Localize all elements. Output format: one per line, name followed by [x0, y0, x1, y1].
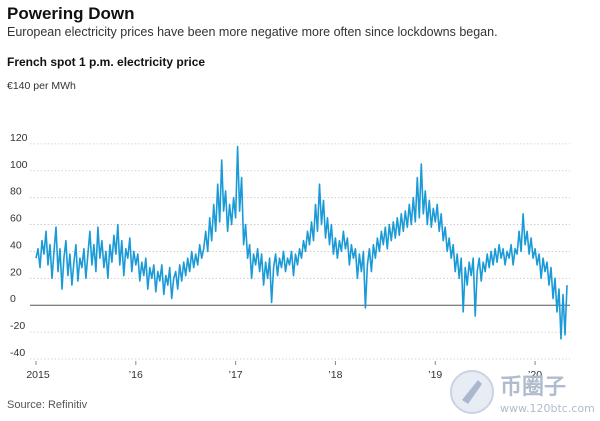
watermark-name: 币圈子 — [500, 375, 566, 400]
y-tick-label: 100 — [10, 159, 28, 171]
y-axis: 120 100 80 60 40 20 0 -20 -40 — [10, 132, 28, 359]
x-axis: 2015 ’16 ’17 ’18 ’19 ’20 — [26, 361, 542, 381]
y-tick-label: -40 — [10, 347, 25, 359]
dek-subtitle: European electricity prices have been mo… — [7, 25, 498, 39]
chart-title: French spot 1 p.m. electricity price — [7, 55, 206, 69]
y-tick-label: 20 — [10, 266, 22, 278]
x-tick-label: ’19 — [428, 369, 442, 381]
y-tick-label: 120 — [10, 132, 28, 144]
y-tick-label: 60 — [10, 213, 22, 225]
x-tick-label: ’20 — [528, 369, 542, 381]
x-tick-label: 2015 — [26, 369, 50, 381]
series-line-0 — [35, 145, 568, 340]
watermark-mark-icon — [462, 380, 482, 404]
x-tick-label: ’18 — [328, 369, 342, 381]
x-tick-label: ’16 — [129, 369, 143, 381]
y-tick-label: 40 — [10, 239, 22, 251]
y-tick-label: 0 — [10, 293, 16, 305]
headline: Powering Down — [7, 4, 135, 23]
y-tick-label: 80 — [10, 186, 22, 198]
watermark-url: www.120btc.com — [500, 402, 595, 415]
y-axis-unit-label: €140 per MWh — [7, 80, 76, 92]
source-note: Source: Refinitiv — [7, 399, 88, 411]
x-tick-label: ’17 — [229, 369, 243, 381]
watermark-logo: 币圈子 www.120btc.com — [450, 370, 595, 415]
series-group — [35, 145, 568, 340]
y-tick-label: -20 — [10, 320, 25, 332]
